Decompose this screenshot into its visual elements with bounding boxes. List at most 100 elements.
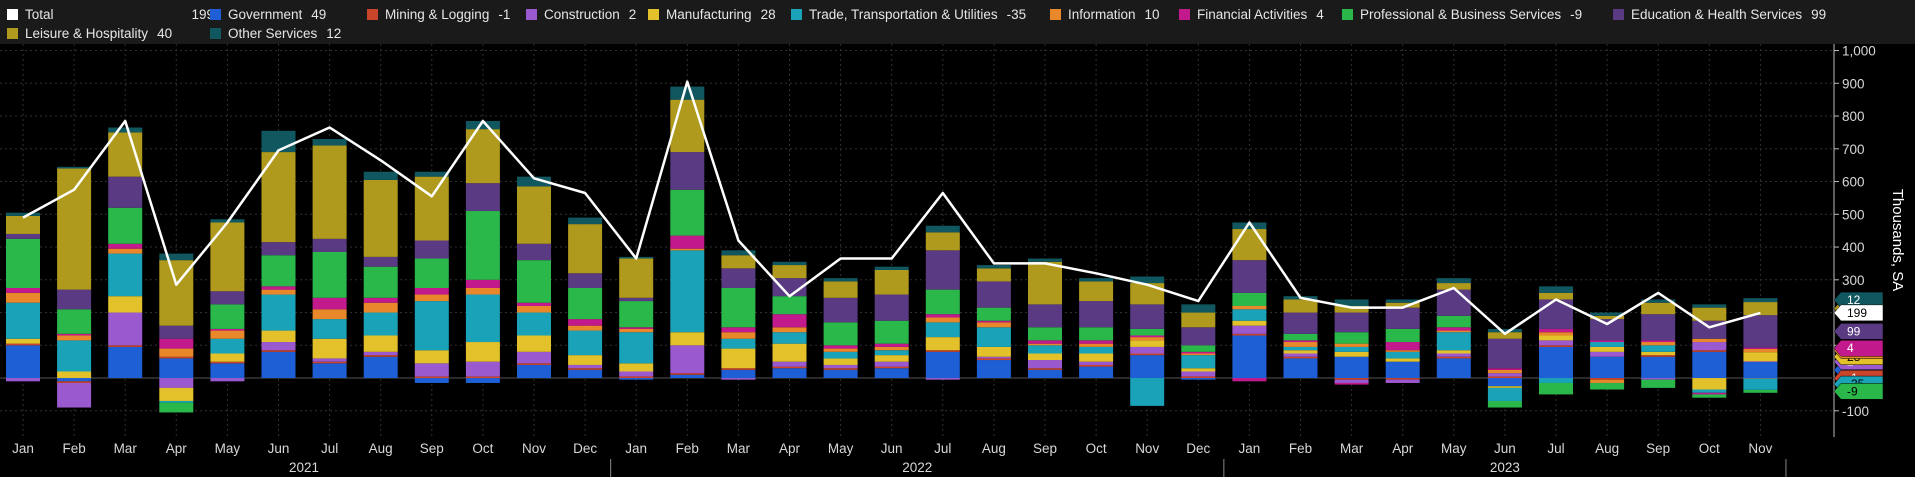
bar-segment-government: [465, 378, 500, 383]
bar-segment-manufacturing: [1079, 353, 1114, 362]
y-tick-label: 400: [1842, 240, 1865, 255]
legend-swatch: [1613, 9, 1624, 20]
bar-segment-professional-and-business-services: [312, 251, 347, 298]
bar-segment-government: [261, 351, 296, 379]
bar-segment-government: [1487, 378, 1522, 387]
bar-segment-professional-and-business-services: [6, 238, 40, 288]
bar-segment-trade-transportation-and-utilities: [772, 332, 807, 344]
y-tick-label: -100: [1842, 404, 1869, 419]
y-tick-label: 1,000: [1842, 44, 1876, 59]
bar-segment-mining-and-logging: [108, 345, 143, 347]
bar-segment-mining-and-logging: [823, 368, 858, 370]
bar-segment-manufacturing: [159, 387, 194, 401]
bar-segment-other-services: [414, 171, 449, 177]
bar-segment-government: [363, 356, 398, 379]
bar-segment-construction: [210, 378, 245, 382]
x-axis: Jan Feb Mar Apr May Jun Jul Aug Sep Oct Nov Dec Jan F…: [12, 441, 1787, 477]
bar-segment-information: [261, 289, 296, 295]
bar-segment-education-and-health-services: [465, 183, 500, 212]
legend-value: -9: [1570, 7, 1583, 22]
bar-segment-government: [1641, 356, 1676, 379]
bar-segment-manufacturing: [568, 355, 603, 365]
bar-segment-professional-and-business-services: [1692, 394, 1727, 398]
bar-segment-government: [1181, 378, 1216, 380]
bar-segment-government: [1539, 346, 1573, 379]
legend-label: Construction: [544, 7, 620, 22]
bar-segment-mining-and-logging: [1539, 345, 1573, 347]
bar-segment-leisure-and-hospitality: [1539, 292, 1573, 300]
legend-value: 40: [157, 26, 173, 41]
bar-segment-construction: [568, 364, 603, 369]
bar-segment-leisure-and-hospitality: [1641, 302, 1676, 315]
bar-segment-construction: [465, 361, 500, 377]
bar-segment-financial-activities: [1181, 351, 1216, 354]
bar-segment-information: [1130, 337, 1165, 341]
x-tick-label: Jul: [1547, 441, 1564, 456]
legend-item-construction: Construction 2: [526, 7, 636, 22]
bar-segment-manufacturing: [670, 332, 705, 346]
bar-segment-education-and-health-services: [619, 297, 654, 302]
bar-segment-financial-activities: [210, 328, 245, 331]
bar-segment-education-and-health-services: [1436, 289, 1471, 316]
bar-segment-mining-and-logging: [57, 381, 92, 383]
bar-segment-professional-and-business-services: [210, 304, 245, 329]
bar-segment-leisure-and-hospitality: [1436, 283, 1471, 290]
bar-segment-trade-transportation-and-utilities: [1743, 378, 1778, 390]
x-tick-label: Nov: [1748, 441, 1772, 456]
bar-segment-other-services: [1692, 304, 1727, 308]
badge-value: -9: [1847, 384, 1858, 398]
bar-segment-financial-activities: [465, 279, 500, 288]
bar-segment-information: [108, 248, 143, 254]
bar-segment-leisure-and-hospitality: [1692, 307, 1727, 321]
bar-segment-leisure-and-hospitality: [823, 281, 858, 298]
bar-segment-education-and-health-services: [108, 176, 143, 208]
bar-segment-other-services: [1743, 298, 1778, 303]
bar-segment-government: [1590, 356, 1625, 379]
bar-segment-other-services: [1334, 299, 1369, 306]
x-tick-label: Nov: [1135, 441, 1159, 456]
legend-label: Information: [1068, 7, 1136, 22]
bar-segment-mining-and-logging: [363, 355, 398, 357]
bar-segment-other-services: [159, 253, 194, 261]
bar-segment-leisure-and-hospitality: [1232, 229, 1267, 261]
x-tick-label: Apr: [1392, 441, 1414, 456]
bar-segment-information: [1487, 369, 1522, 374]
bar-segment-trade-transportation-and-utilities: [1487, 387, 1522, 401]
bar-segment-professional-and-business-services: [772, 296, 807, 315]
bar-segment-manufacturing: [1283, 350, 1318, 354]
bar-segment-financial-activities: [874, 343, 909, 347]
bar-segment-financial-activities: [670, 235, 705, 249]
bar-segment-leisure-and-hospitality: [1079, 281, 1114, 302]
bar-segment-construction: [1232, 325, 1267, 334]
bar-segment-professional-and-business-services: [1079, 327, 1114, 341]
bar-segment-mining-and-logging: [414, 376, 449, 379]
legend-item-manufacturing: Manufacturing 28: [648, 7, 776, 22]
legend-value: 12: [326, 26, 342, 41]
bar-segment-financial-activities: [823, 345, 858, 349]
x-tick-label: Aug: [982, 441, 1006, 456]
bar-segment-education-and-health-services: [57, 289, 92, 310]
bar-segment-construction: [1692, 342, 1727, 351]
bar-segment-leisure-and-hospitality: [1181, 312, 1216, 328]
bar-segment-government: [1385, 361, 1420, 379]
bar-segment-education-and-health-services: [721, 268, 756, 288]
bar-segment-trade-transportation-and-utilities: [874, 350, 909, 356]
bar-segment-leisure-and-hospitality: [1487, 332, 1522, 339]
bar-segment-financial-activities: [619, 327, 654, 329]
badge-financial-activities: 4: [1833, 339, 1884, 357]
bar-segment-professional-and-business-services: [159, 402, 194, 413]
bar-segment-mining-and-logging: [1692, 350, 1727, 352]
x-tick-label: Apr: [779, 441, 801, 456]
bar-segment-mining-and-logging: [1028, 368, 1062, 370]
bar-segment-financial-activities: [363, 297, 398, 303]
bar-segment-other-services: [517, 176, 551, 187]
bar-segment-information: [1692, 338, 1727, 343]
bar-segment-mining-and-logging: [6, 343, 40, 346]
bar-segment-professional-and-business-services: [823, 322, 858, 346]
badge-value: 99: [1847, 324, 1861, 338]
bar-segment-mining-and-logging: [261, 350, 296, 352]
bar-segment-trade-transportation-and-utilities: [1641, 345, 1676, 352]
bar-segment-mining-and-logging: [619, 376, 654, 379]
bar-segment-construction: [1641, 378, 1676, 380]
bar-segment-education-and-health-services: [6, 233, 40, 239]
